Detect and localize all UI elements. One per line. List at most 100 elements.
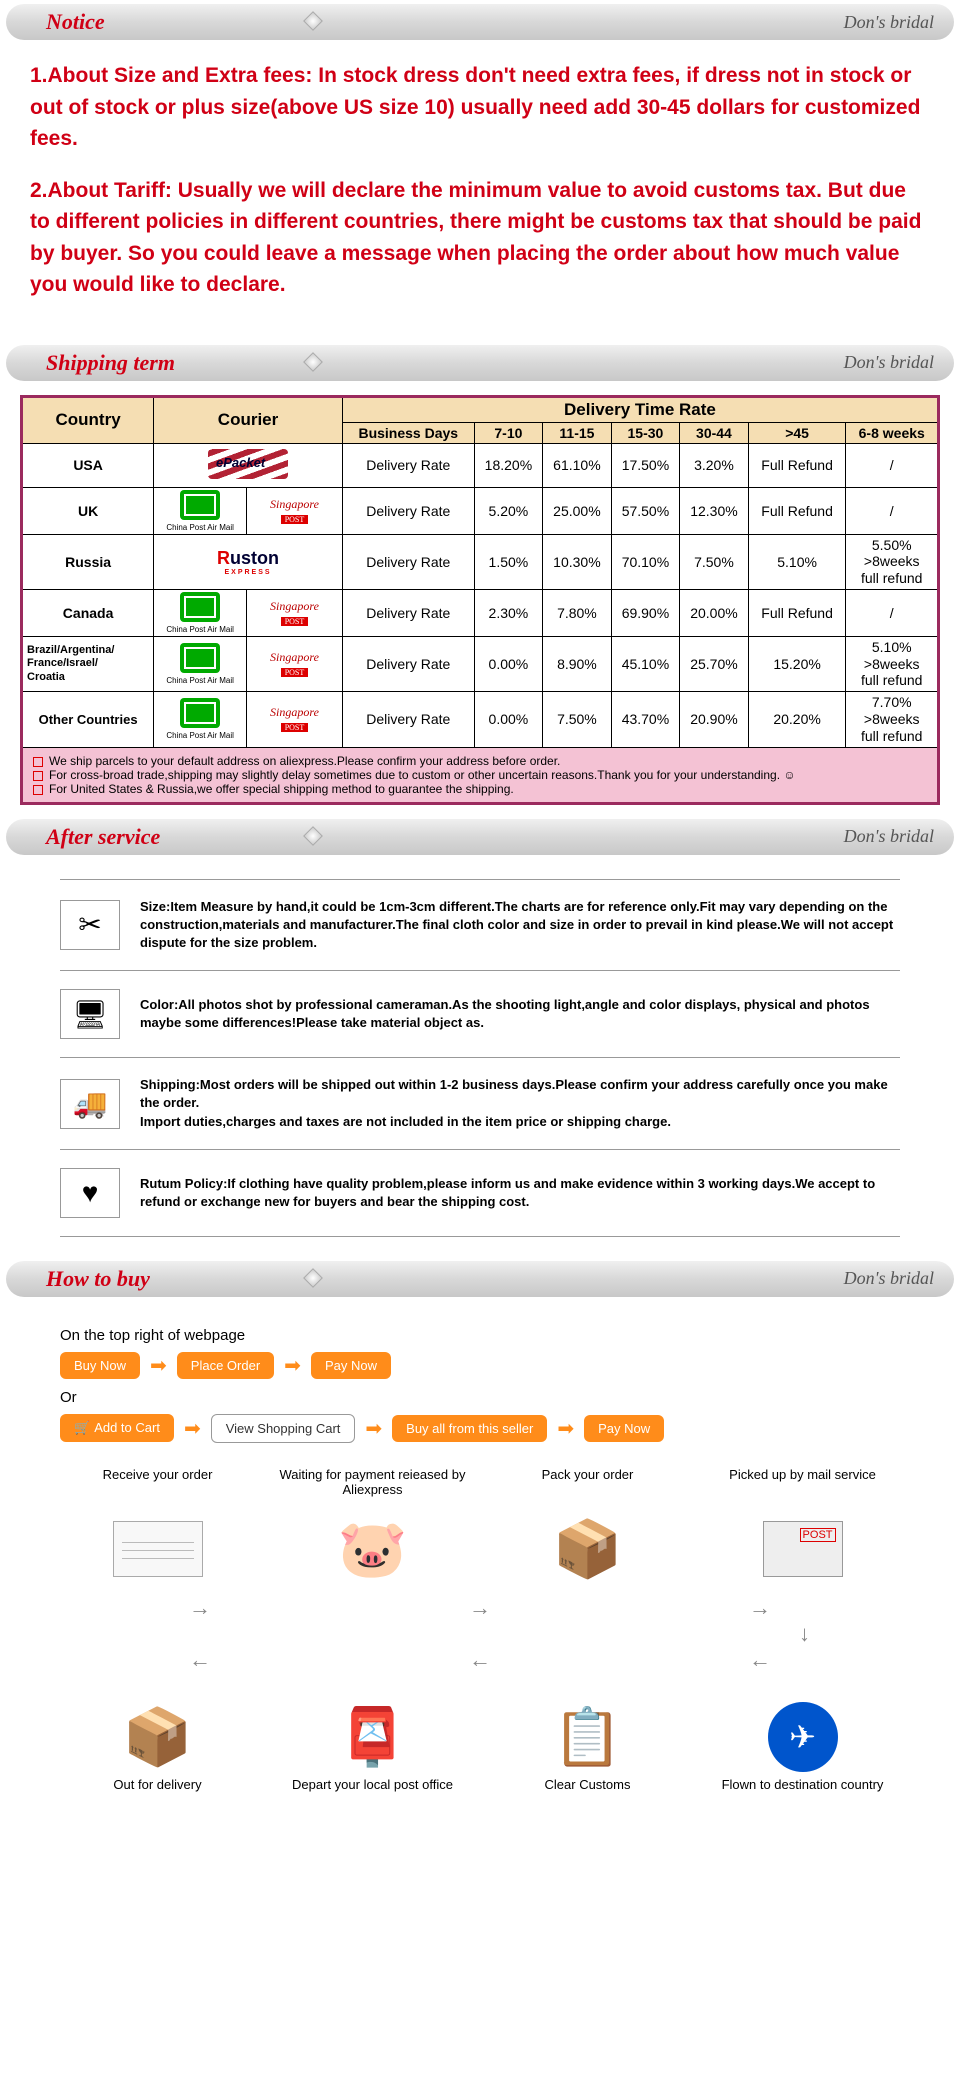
step-button[interactable]: Place Order (177, 1352, 274, 1379)
rate-cell: 7.70%>8weeksfull refund (846, 692, 939, 747)
rate-cell: 8.90% (543, 636, 612, 691)
rate-cell: / (846, 443, 939, 487)
howto-wrap: On the top right of webpage Buy Now➡Plac… (0, 1301, 960, 1859)
courier-cell: SingaporePOST (247, 487, 343, 534)
box-icon: 📦 (553, 1516, 623, 1582)
process-step: Receive your order (60, 1467, 255, 1589)
after-item: 🚚Shipping:Most orders will be shipped ou… (60, 1057, 900, 1149)
ruston-logo: RustonEXPRESS (158, 548, 338, 576)
shipping-table-wrap: Country Courier Delivery Time Rate Busin… (0, 385, 960, 815)
step-button[interactable]: Buy Now (60, 1352, 140, 1379)
courier-cell: China Post Air Mail (154, 692, 247, 747)
after-icon: ✂ (60, 900, 120, 950)
notice-para-2: 2.About Tariff: Usually we will declare … (30, 175, 930, 301)
rate-label: Delivery Rate (342, 443, 474, 487)
arrow-icon: ➡ (184, 1416, 201, 1441)
brand-label: Don's bridal (844, 826, 934, 847)
th-col: 7-10 (474, 422, 543, 443)
step-button[interactable]: 🛒Add to Cart (60, 1414, 174, 1442)
th-country: Country (22, 396, 154, 443)
rate-cell: 5.20% (474, 487, 543, 534)
after-icon: 🚚 (60, 1079, 120, 1129)
country-cell: UK (22, 487, 154, 534)
th-col: Business Days (342, 422, 474, 443)
step-label: Out for delivery (113, 1777, 201, 1813)
brand-label: Don's bridal (844, 352, 934, 373)
rate-cell: 5.10% (748, 534, 846, 589)
step-button[interactable]: Pay Now (584, 1415, 664, 1442)
country-cell: USA (22, 443, 154, 487)
rate-cell: Full Refund (748, 487, 846, 534)
th-rate: Delivery Time Rate (342, 396, 938, 422)
rate-label: Delivery Rate (342, 487, 474, 534)
section-header-shipping: Shipping term Don's bridal (6, 345, 954, 381)
rate-cell: / (846, 589, 939, 636)
process-step: Pack your order📦 (490, 1467, 685, 1589)
rate-cell: 17.50% (611, 443, 680, 487)
rate-cell: 3.20% (680, 443, 749, 487)
rate-cell: Full Refund (748, 589, 846, 636)
process-step: Picked up by mail service (705, 1467, 900, 1589)
shipping-table: Country Courier Delivery Time Rate Busin… (20, 395, 940, 805)
brand-label: Don's bridal (844, 12, 934, 33)
after-text: Size:Item Measure by hand,it could be 1c… (140, 898, 900, 953)
after-text: Rutum Policy:If clothing have quality pr… (140, 1175, 900, 1211)
cpam-logo (180, 592, 220, 622)
section-title: Notice (46, 9, 105, 35)
step-button[interactable]: Pay Now (311, 1352, 391, 1379)
rate-cell: 12.30% (680, 487, 749, 534)
rate-cell: 20.20% (748, 692, 846, 747)
th-col: 6-8 weeks (846, 422, 939, 443)
step-button[interactable]: Buy all from this seller (392, 1415, 547, 1442)
cpam-logo (180, 698, 220, 728)
cpam-logo (180, 643, 220, 673)
brand-label: Don's bridal (844, 1268, 934, 1289)
howto-row-2: 🛒Add to Cart ➡ View Shopping Cart ➡ Buy all … (60, 1414, 900, 1443)
plane-icon: ✈ (768, 1702, 838, 1772)
rate-cell: / (846, 487, 939, 534)
delivery-icon: 📦 (123, 1704, 193, 1770)
arrow-icon: ➡ (365, 1416, 382, 1441)
singapore-post-logo: SingaporePOST (259, 599, 329, 625)
rate-label: Delivery Rate (342, 534, 474, 589)
rate-cell: 57.50% (611, 487, 680, 534)
diamond-icon (303, 352, 323, 372)
process-step: Waiting for payment reieased by Aliexpre… (275, 1467, 470, 1589)
step-label: Flown to destination country (722, 1777, 884, 1813)
th-col: 15-30 (611, 422, 680, 443)
step-label: Picked up by mail service (729, 1467, 876, 1503)
epacket-logo (208, 449, 288, 479)
piggybank-icon: 🐷 (338, 1516, 408, 1582)
courier-cell: China Post Air Mail (154, 589, 247, 636)
rate-cell: 7.50% (680, 534, 749, 589)
singapore-post-logo: SingaporePOST (259, 650, 329, 676)
rate-label: Delivery Rate (342, 636, 474, 691)
singapore-post-logo: SingaporePOST (259, 705, 329, 731)
rate-cell: Full Refund (748, 443, 846, 487)
th-col: 11-15 (543, 422, 612, 443)
step-button[interactable]: View Shopping Cart (211, 1414, 356, 1443)
down-arrow: ↓ (60, 1621, 900, 1647)
howto-row-1: Buy Now➡Place Order➡Pay Now (60, 1352, 900, 1379)
howto-or: Or (60, 1389, 900, 1406)
howto-top-text: On the top right of webpage (60, 1327, 900, 1344)
courier-cell: SingaporePOST (247, 636, 343, 691)
rate-cell: 45.10% (611, 636, 680, 691)
notice-body: 1.About Size and Extra fees: In stock dr… (0, 44, 960, 341)
rate-cell: 2.30% (474, 589, 543, 636)
process-step: ✈ Flown to destination country (705, 1697, 900, 1819)
customs-icon: 📋 (553, 1704, 623, 1770)
after-text: Color:All photos shot by professional ca… (140, 996, 900, 1032)
rate-label: Delivery Rate (342, 692, 474, 747)
country-cell: Brazil/Argentina/France/Israel/Croatia (22, 636, 154, 691)
steps-top: Receive your orderWaiting for payment re… (60, 1467, 900, 1589)
rate-cell: 20.00% (680, 589, 749, 636)
after-item: ♥Rutum Policy:If clothing have quality p… (60, 1149, 900, 1237)
courier-cell: China Post Air Mail (154, 636, 247, 691)
courier-cell: SingaporePOST (247, 589, 343, 636)
diamond-icon (303, 1268, 323, 1288)
post-envelope-icon (763, 1521, 843, 1577)
rate-cell: 43.70% (611, 692, 680, 747)
th-col: 30-44 (680, 422, 749, 443)
rate-cell: 7.80% (543, 589, 612, 636)
